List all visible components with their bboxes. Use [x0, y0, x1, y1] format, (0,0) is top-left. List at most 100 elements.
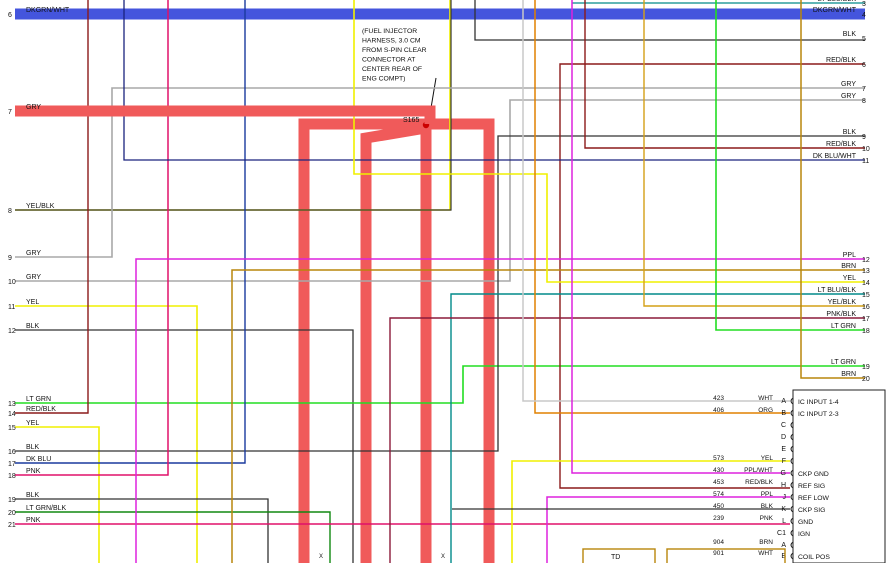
- connector-pin-terminal: [790, 421, 794, 429]
- wire-right-18-ltgrn: [715, 0, 865, 331]
- wire-left-12-blk: [15, 329, 354, 563]
- connector-pin-terminal: [790, 529, 794, 537]
- right-wire-label: DK BLU/WHT: [813, 153, 857, 160]
- connector-pin-letter: B: [781, 410, 786, 417]
- right-wire-label: BRN: [841, 263, 856, 270]
- connector-pin-terminal: [790, 505, 794, 513]
- right-wire-label: YEL: [843, 275, 856, 282]
- harness-note-line: CONNECTOR AT: [362, 57, 415, 64]
- connector-pin-terminal: [790, 445, 794, 453]
- right-wire-number: 18: [862, 328, 870, 335]
- right-wire-label: BRN: [841, 371, 856, 378]
- left-wire-number: 16: [8, 449, 16, 456]
- wire-right-20-brn: [800, 0, 865, 379]
- right-wire-number: 20: [862, 376, 870, 383]
- wire-left-20-ltgrnblk: [15, 511, 331, 563]
- wire-left-19-blk: [15, 498, 269, 563]
- harness-trunk-inner: [360, 122, 427, 563]
- harness-trunk-right: [430, 118, 495, 563]
- bottom-box-label: TD: [611, 554, 620, 561]
- connector-pin-function: IC INPUT 1-4: [798, 399, 839, 406]
- left-wire-number: 9: [8, 255, 12, 262]
- left-wire-label: LT GRN: [26, 396, 51, 403]
- wire-right-5-blk: [474, 0, 865, 41]
- splice-label: S165: [403, 117, 419, 124]
- wire-right-6-redblk: [559, 63, 865, 489]
- connector-pin-letter: L: [782, 518, 786, 525]
- connector-pin-terminal: [790, 552, 794, 560]
- connector-pin-letter: A: [781, 398, 786, 405]
- left-wire-number: 19: [8, 497, 16, 504]
- left-wire-label: YEL/BLK: [26, 203, 55, 210]
- connector-pin-letter: E: [781, 446, 786, 453]
- left-wire-label: GRY: [26, 274, 41, 281]
- connector-circuit-number: 450: [713, 503, 724, 510]
- right-wire-label: DKGRN/WHT: [813, 7, 857, 14]
- connector-circuit-number: 574: [713, 491, 724, 498]
- connector-pin-function: COIL POS: [798, 554, 830, 561]
- connector-pin-terminal: [790, 541, 794, 549]
- connector-pin-function: CKP GND: [798, 471, 829, 478]
- wire-conn-g-pplwht: [571, 0, 790, 474]
- wire-conn-b-org: [534, 0, 790, 414]
- connector-circuit-number: 453: [713, 479, 724, 486]
- right-wire-number: 11: [862, 158, 869, 165]
- wire-conn-f-yel: [511, 460, 790, 563]
- connector-circuit-number: 430: [713, 467, 724, 474]
- connector-pin-terminal: [790, 433, 794, 441]
- connector-pin-terminal: [790, 397, 794, 405]
- right-wire-label: LT BLU/BLK: [818, 287, 857, 294]
- left-wire-number: 12: [8, 328, 16, 335]
- right-wire-label: LT GRN: [831, 359, 856, 366]
- right-wire-number: 13: [862, 268, 870, 275]
- right-wire-number: 15: [862, 292, 870, 299]
- right-wire-label: RED/BLK: [826, 57, 856, 64]
- wire-left-17-dkblu: [15, 0, 246, 464]
- wire-left-13-ltgrn: [15, 365, 865, 404]
- connector-circuit-number: 904: [713, 539, 724, 546]
- connector-pin-letter: C1: [777, 530, 786, 537]
- wire-left-14-redblk: [15, 0, 89, 414]
- right-wire-number: 17: [862, 316, 870, 323]
- connector-pin-letter: G: [781, 470, 786, 477]
- left-wire-label: GRY: [26, 250, 41, 257]
- left-wire-label: DKGRN/WHT: [26, 7, 70, 14]
- wire-left-15-yel: [15, 426, 100, 563]
- connector-pin-function: IGN: [798, 531, 810, 538]
- right-wire-number: 16: [862, 304, 870, 311]
- connector-pin-letter: B: [781, 553, 786, 560]
- connector-pin-letter: F: [782, 458, 786, 465]
- connector-wire-color: ORG: [758, 407, 773, 414]
- connector-pin-function: IC INPUT 2-3: [798, 411, 839, 418]
- right-wire-number: 9: [862, 134, 866, 141]
- left-wire-number: 21: [8, 522, 16, 529]
- left-wire-number: 15: [8, 425, 16, 432]
- wire-right-13-brn: [231, 269, 865, 563]
- left-wire-number: 7: [8, 109, 12, 116]
- right-wire-number: 5: [862, 36, 866, 43]
- connector-wire-color: RED/BLK: [745, 479, 773, 486]
- left-wire-label: RED/BLK: [26, 406, 56, 413]
- left-wire-number: 13: [8, 401, 16, 408]
- pin-marker: X: [441, 554, 445, 560]
- wire-left-9-gry: [15, 87, 865, 258]
- connector-block: [792, 389, 886, 563]
- left-wire-number: 10: [8, 279, 16, 286]
- right-wire-number: 3: [862, 1, 866, 8]
- harness-note-line: HARNESS, 3.0 CM: [362, 38, 421, 45]
- connector-pin-terminal: [790, 517, 794, 525]
- connector-pin-letter: D: [781, 434, 786, 441]
- left-wire-label: LT GRN/BLK: [26, 505, 67, 512]
- wire-left-18-pnk: [15, 0, 169, 476]
- bottom-box-2: [666, 548, 786, 563]
- harness-note: (FUEL INJECTOR HARNESS, 3.0 CM FROM S-PIN …: [362, 28, 427, 83]
- left-wire-number: 20: [8, 510, 16, 517]
- connector-circuit-number: 239: [713, 515, 724, 522]
- connector-pin-letter: C: [781, 422, 786, 429]
- connector-wire-color: YEL: [761, 455, 774, 462]
- right-wire-label: GRY: [841, 81, 856, 88]
- left-wire-label: YEL: [26, 420, 39, 427]
- harness-note-line: CENTER REAR OF: [362, 66, 422, 73]
- connector-circuit-number: 901: [713, 550, 724, 557]
